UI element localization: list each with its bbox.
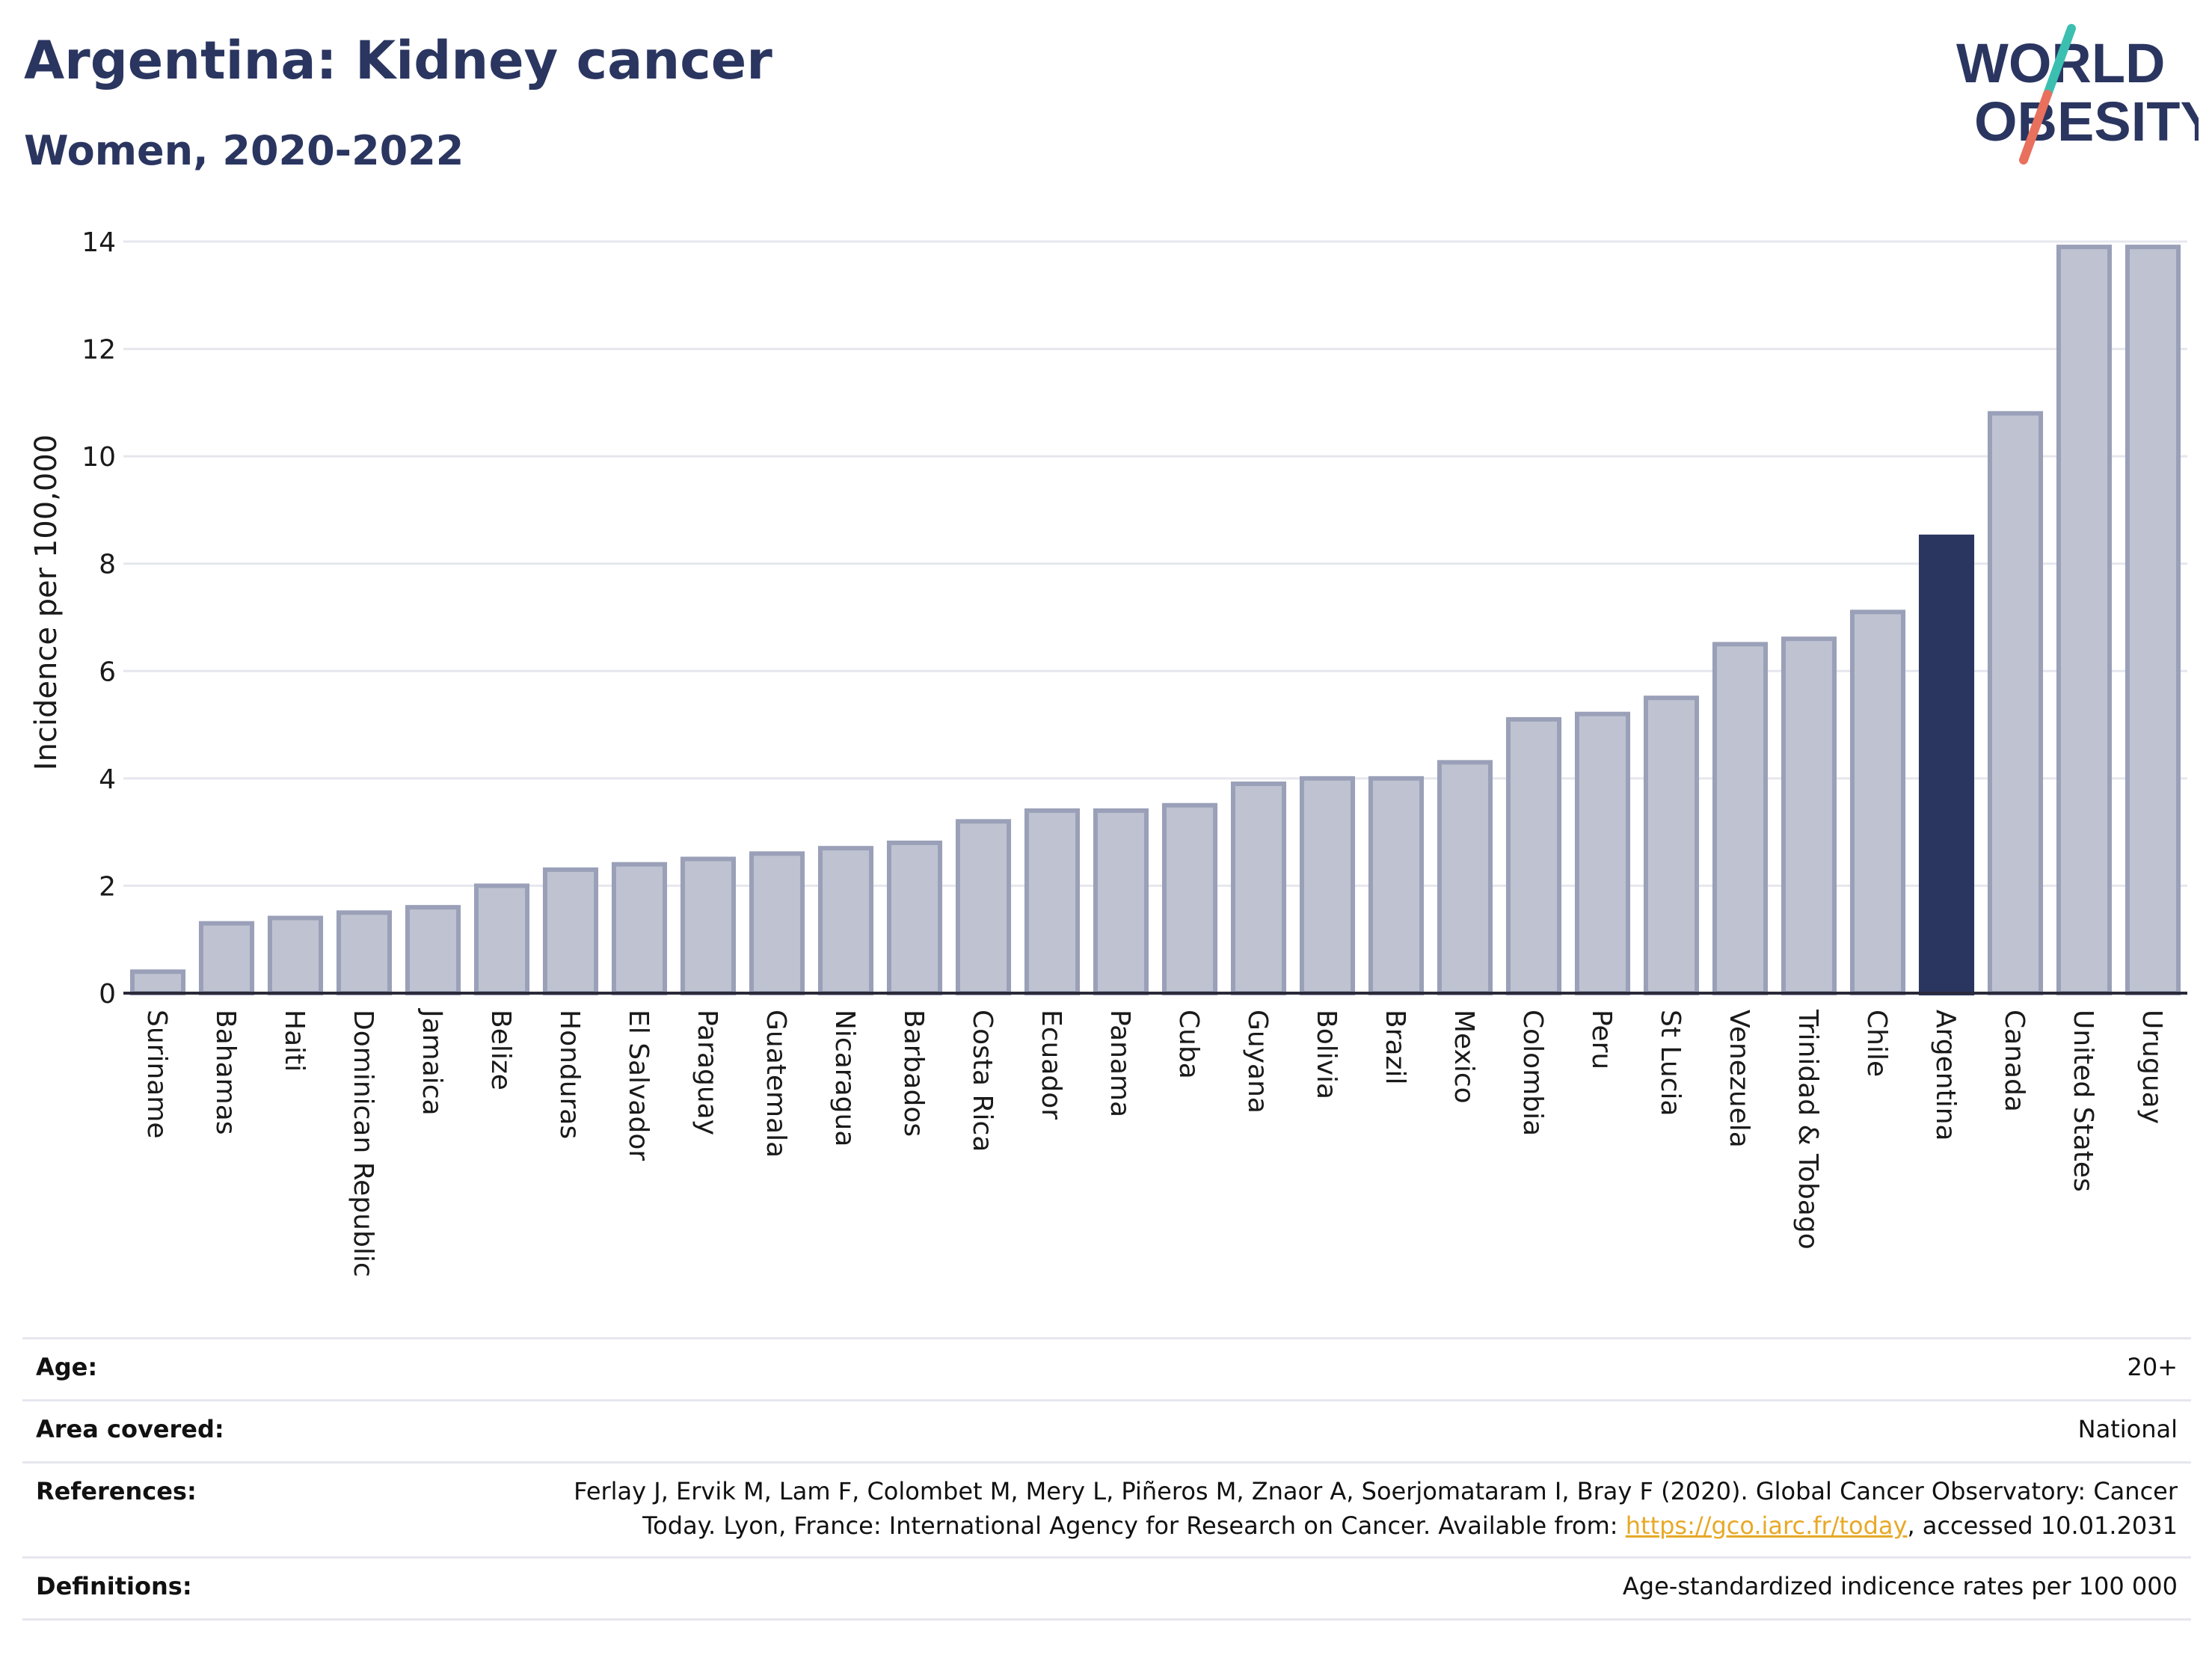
y-axis-label: Incidence per 100,000 [29,435,64,771]
y-tick-label: 0 [99,979,116,1010]
bar [955,819,1012,996]
page-subtitle: Women, 2020-2022 [24,127,464,174]
bar [1574,711,1631,995]
x-tick-label: Panama [1105,1010,1135,1117]
bar [749,851,805,996]
bar [817,846,874,996]
x-tick-label: Suriname [141,1010,172,1139]
x-tick-label: Bahamas [210,1010,241,1135]
x-tick-label: Colombia [1517,1010,1548,1136]
references-link[interactable]: https://gco.iarc.fr/today [1625,1511,1908,1540]
x-tick-label: Guatemala [761,1010,791,1158]
y-tick-label: 8 [99,550,116,580]
references-line-1: Ferlay J, Ervik M, Lam F, Colombet M, Me… [574,1477,2178,1505]
y-tick-label: 2 [99,871,116,902]
bar [1781,636,1837,995]
bar [1505,716,1562,996]
meta-row-area: Area covered: National [22,1399,2191,1461]
bar [1230,782,1287,996]
references-line-2-prefix: Today. Lyon, France: International Agenc… [642,1511,1626,1540]
meta-row-references: References: Ferlay J, Ervik M, Lam F, Co… [22,1461,2191,1556]
logo-text-obesity: OBESITY [1974,90,2199,153]
x-tick-label: El Salvador [623,1010,654,1161]
x-tick-label: Honduras [554,1010,585,1139]
x-tick-label: Argentina [1930,1010,1961,1141]
meta-row-age: Age: 20+ [22,1337,2191,1399]
bar [129,969,186,996]
bar [336,910,393,995]
y-tick-label: 6 [99,657,116,687]
x-tick-label: Canada [1999,1010,2030,1112]
x-tick-label: St Lucia [1655,1010,1686,1117]
bar [886,841,943,995]
bar [1643,696,1700,996]
age-label: Age: [36,1353,98,1381]
x-tick-label: Brazil [1380,1010,1410,1084]
bar [680,856,737,996]
definitions-value: Age-standardized indicence rates per 100… [1622,1572,2178,1600]
x-tick-label: Ecuador [1036,1010,1066,1120]
bar [611,862,668,995]
age-value: 20+ [2127,1353,2178,1381]
y-tick-label: 10 [82,442,116,473]
x-tick-label: Belize [485,1010,516,1090]
references-label: References: [36,1477,197,1505]
x-tick-label: Paraguay [692,1010,722,1135]
bar [1918,534,1975,995]
bar [1712,642,1769,996]
y-tick-label: 12 [82,335,116,366]
x-tick-label: Peru [1586,1010,1617,1069]
bar [1368,776,1425,996]
references-value: Ferlay J, Ervik M, Lam F, Colombet M, Me… [574,1474,2178,1543]
world-obesity-logo: WORLD OBESITY [1956,24,2199,165]
x-tick-label: Jamaica [417,1008,447,1116]
bar [267,915,324,995]
bar [1849,610,1906,995]
area-value: National [2077,1415,2178,1443]
bar [473,883,530,996]
bar [1299,776,1356,996]
references-line-2-suffix: , accessed 10.01.2031 [1907,1511,2178,1540]
meta-row-definitions: Definitions: Age-standardized indicence … [22,1556,2191,1621]
bar [542,867,599,995]
x-tick-label: Bolivia [1311,1010,1342,1099]
bar [2056,245,2113,995]
x-tick-label: Chile [1861,1010,1892,1077]
references-line-2: Today. Lyon, France: International Agenc… [574,1508,2178,1543]
x-tick-label: Costa Rica [967,1010,998,1152]
x-tick-label: Haiti [279,1010,310,1072]
bar [198,921,255,996]
x-tick-label: Trinidad & Tobago [1792,1009,1823,1250]
bar [1161,802,1218,995]
definitions-label: Definitions: [36,1572,192,1600]
logo-slash-teal [2043,24,2076,99]
bar [1987,411,2044,995]
x-tick-label: Venezuela [1724,1010,1754,1148]
x-tick-label: Mexico [1448,1010,1479,1104]
x-tick-label: Nicaragua [829,1010,860,1146]
x-tick-label: United States [2068,1010,2098,1192]
x-tick-label: Uruguay [2136,1010,2167,1124]
bar-chart: 0 2 4 6 8 10 12 14 Incidence per 100,000 Suriname… [29,227,2187,1277]
area-label: Area covered: [36,1415,224,1443]
page-title: Argentina: Kidney cancer [24,30,772,91]
bar [405,905,461,995]
x-tick-label: Barbados [898,1010,929,1137]
y-tick-label: 4 [99,764,116,795]
y-tick-label: 14 [82,227,116,258]
bar [1437,760,1493,995]
metadata-table: Age: 20+ Area covered: National Referenc… [22,1337,2191,1621]
x-tick-label: Guyana [1242,1010,1273,1114]
x-tick-label: Dominican Republic [348,1010,378,1277]
bar [1093,808,1149,996]
x-tick-label: Cuba [1173,1010,1204,1079]
logo-slash-coral [2019,90,2052,165]
bar [1024,808,1081,996]
bar [2125,245,2181,995]
